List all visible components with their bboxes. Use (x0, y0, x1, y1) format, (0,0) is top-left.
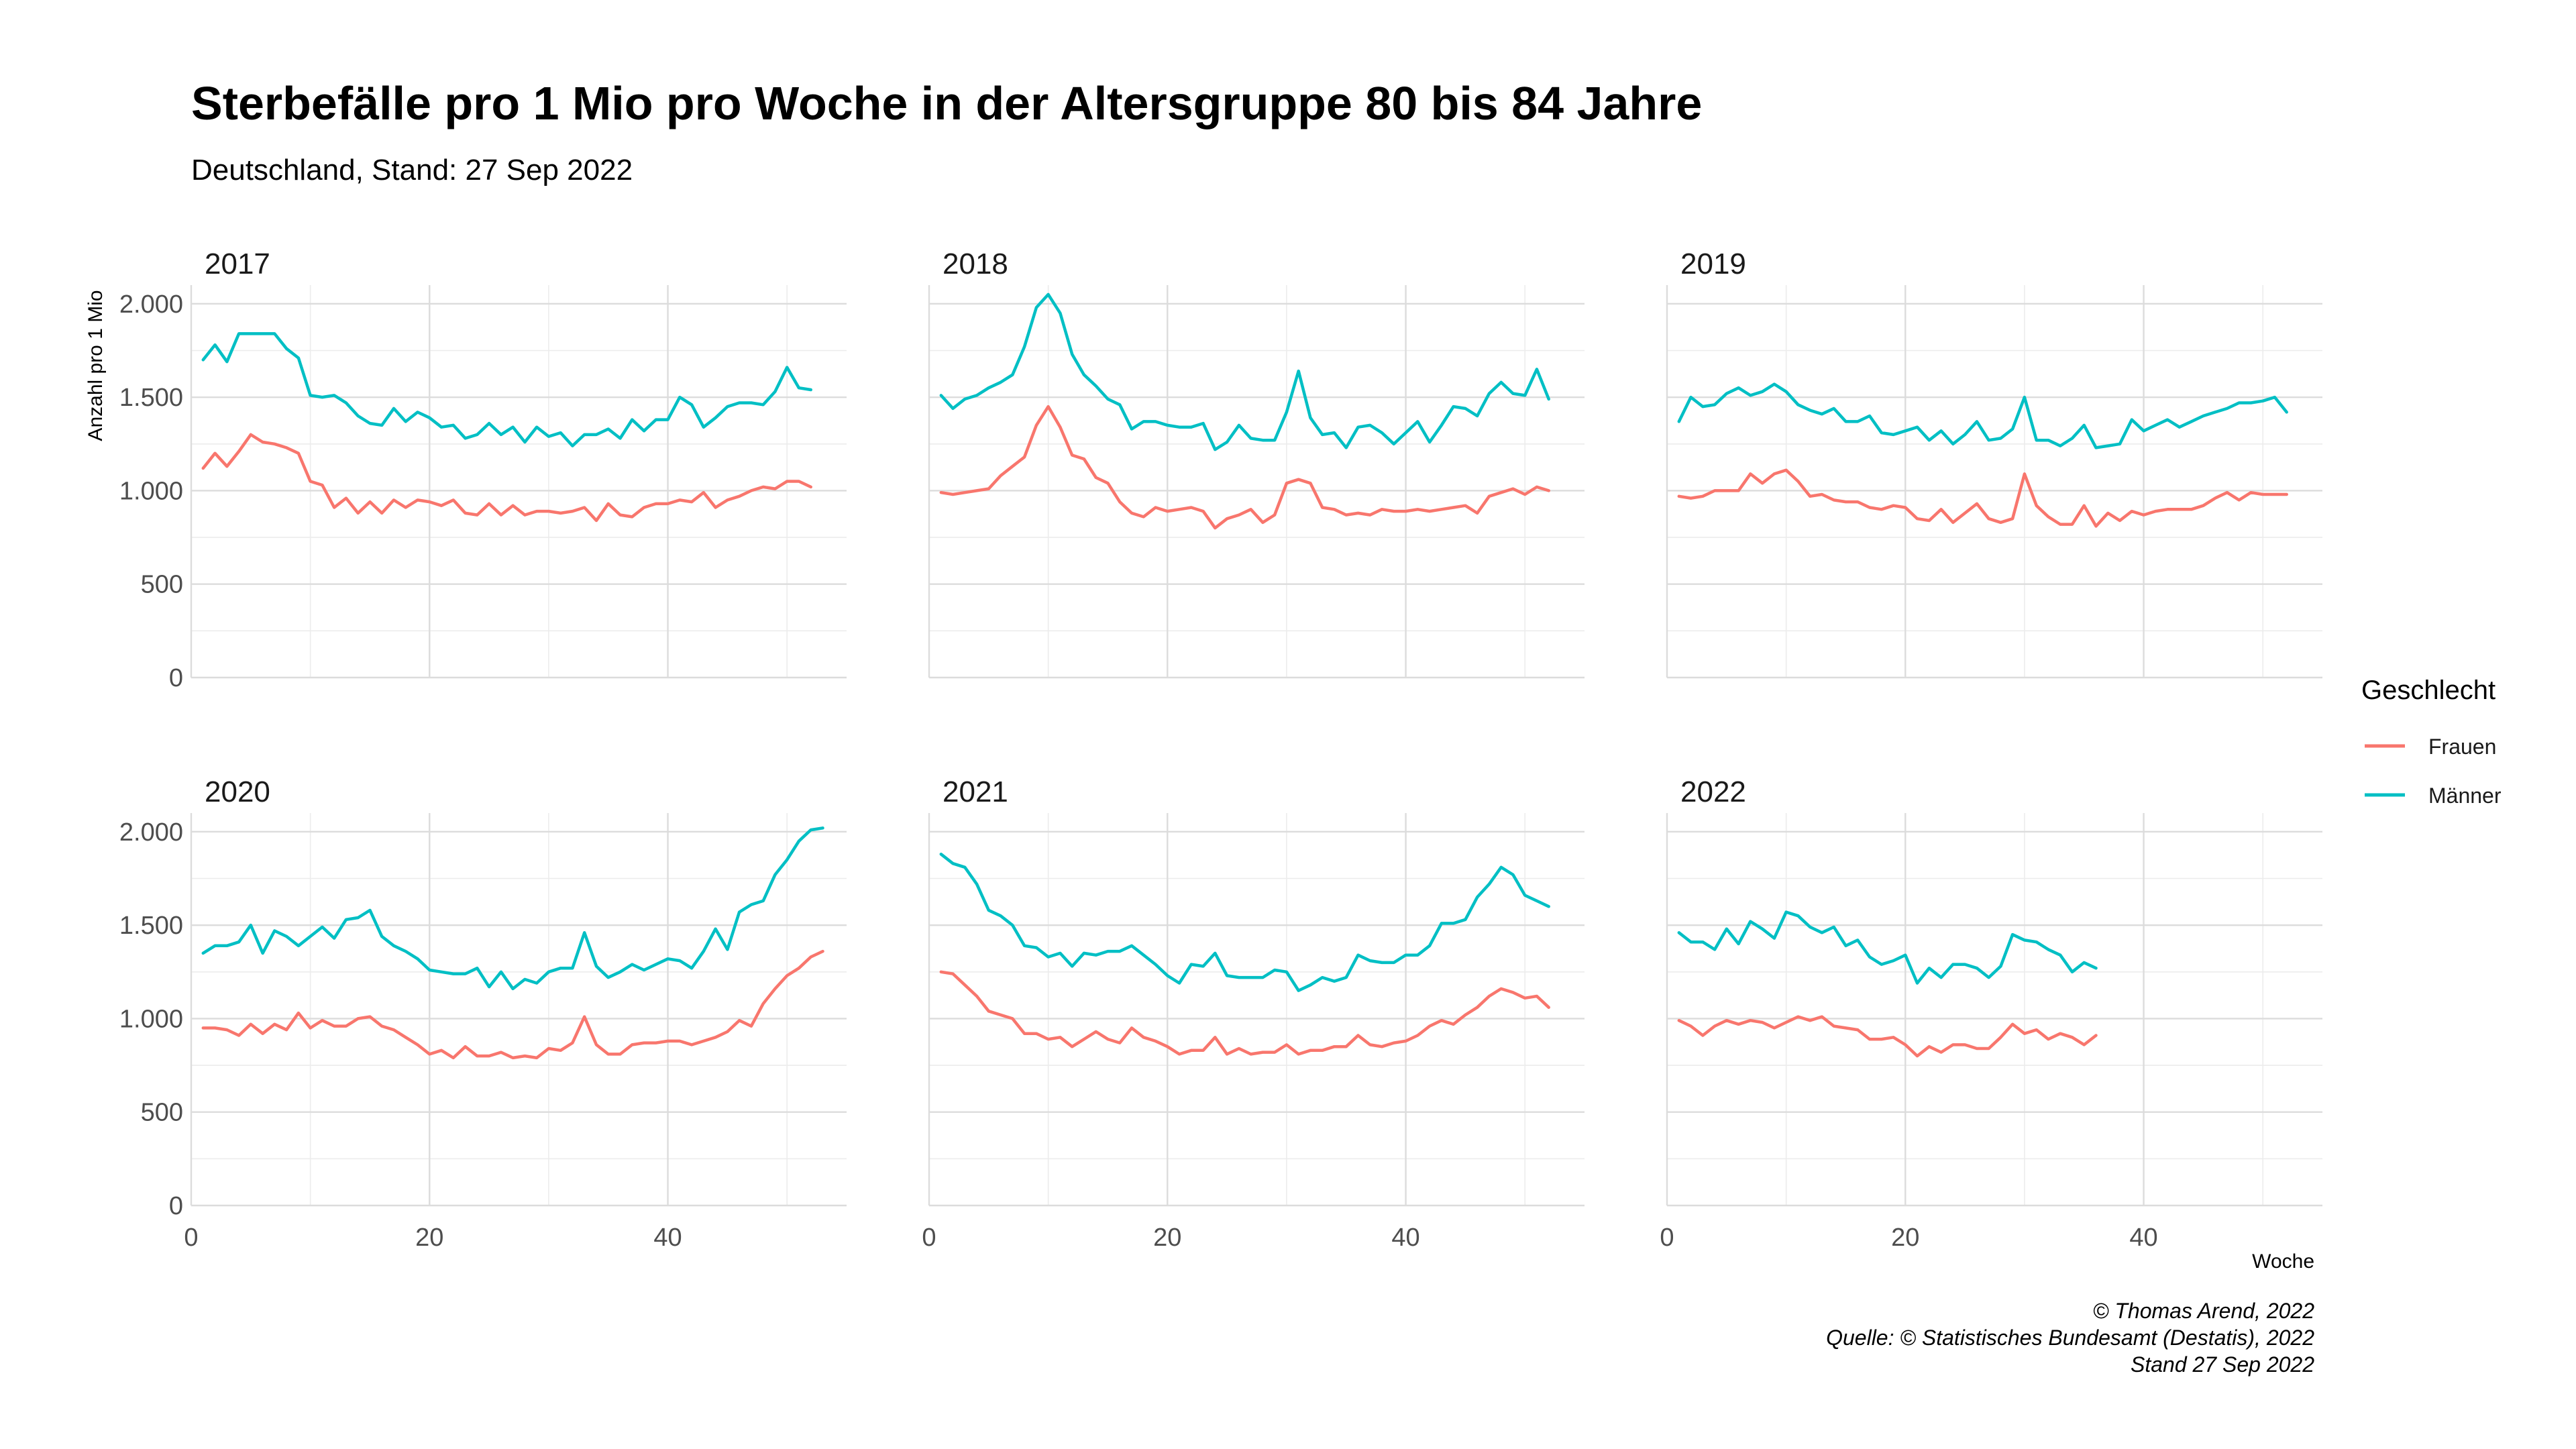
x-tick-label: 20 (1891, 1224, 1919, 1252)
x-tick-label: 20 (1153, 1224, 1181, 1252)
x-tick-label: 0 (922, 1224, 936, 1252)
x-tick-label: 40 (1391, 1224, 1419, 1252)
y-axis-title: Anzahl pro 1 Mio (85, 290, 107, 441)
chart-subtitle: Deutschland, Stand: 27 Sep 2022 (191, 154, 633, 186)
panel-2021: 2021 0 20 40 (922, 775, 1585, 1252)
series-line-maenner-2022 (1677, 910, 2098, 985)
panel-strip-label: 2021 (943, 775, 1008, 808)
series-line-frauen-2017 (201, 433, 812, 523)
y-tick-label: 500 (141, 571, 183, 599)
panel-2019: 2019 (1666, 248, 2322, 679)
series-line-frauen-2018 (939, 405, 1550, 530)
y-tick-label: 1.000 (119, 477, 183, 505)
series-line-maenner-2020 (201, 826, 824, 991)
panel-strip-label: 2019 (1680, 248, 1746, 280)
y-tick-label: 0 (169, 1192, 183, 1220)
y-tick-label: 0 (169, 664, 183, 692)
x-tick-label: 0 (184, 1224, 198, 1252)
caption-date: Stand 27 Sep 2022 (2131, 1352, 2314, 1377)
legend: Geschlecht Frauen Männer (2361, 676, 2502, 808)
y-tick-label: 2.000 (119, 290, 183, 319)
y-tick-label: 1.500 (119, 384, 183, 412)
legend-label-maenner: Männer (2428, 784, 2502, 808)
series-line-frauen-2022 (1677, 1015, 2098, 1058)
y-tick-label: 1.500 (119, 912, 183, 940)
x-axis-title: Woche (2252, 1250, 2314, 1273)
chart-title: Sterbefälle pro 1 Mio pro Woche in der A… (191, 77, 1702, 129)
y-tick-label: 500 (141, 1099, 183, 1127)
caption-source: Quelle: © Statistisches Bundesamt (Desta… (1826, 1326, 2314, 1350)
x-tick-label: 20 (415, 1224, 443, 1252)
panel-strip-label: 2022 (1680, 775, 1746, 808)
caption: © Thomas Arend, 2022 Quelle: © Statistis… (1826, 1299, 2314, 1377)
x-tick-label: 40 (653, 1224, 682, 1252)
panel-strip-label: 2017 (205, 248, 270, 280)
panel-2022: 2022 0 20 40 (1660, 775, 2322, 1252)
legend-label-frauen: Frauen (2428, 735, 2496, 759)
panel-strip-label: 2020 (205, 775, 270, 808)
panel-strip-label: 2018 (943, 248, 1008, 280)
panel-2018: 2018 (928, 248, 1585, 679)
x-tick-label: 0 (1660, 1224, 1674, 1252)
series-line-maenner-2019 (1677, 382, 2288, 449)
series-line-maenner-2021 (939, 853, 1550, 992)
series-line-maenner-2018 (939, 292, 1550, 451)
series-line-frauen-2021 (939, 970, 1550, 1056)
y-tick-label: 2.000 (119, 818, 183, 847)
series-line-maenner-2017 (201, 332, 812, 447)
caption-author: © Thomas Arend, 2022 (2093, 1299, 2314, 1323)
y-tick-label: 1.000 (119, 1005, 183, 1033)
panel-2017: 2017 0 500 1.000 1.500 2.000 (119, 248, 847, 692)
x-tick-label: 40 (2129, 1224, 2157, 1252)
series-line-frauen-2020 (201, 949, 824, 1060)
legend-title: Geschlecht (2361, 676, 2496, 705)
panel-2020: 2020 0 500 1.000 1.500 2.000 0 20 40 (119, 775, 847, 1252)
series-line-frauen-2019 (1677, 468, 2288, 528)
